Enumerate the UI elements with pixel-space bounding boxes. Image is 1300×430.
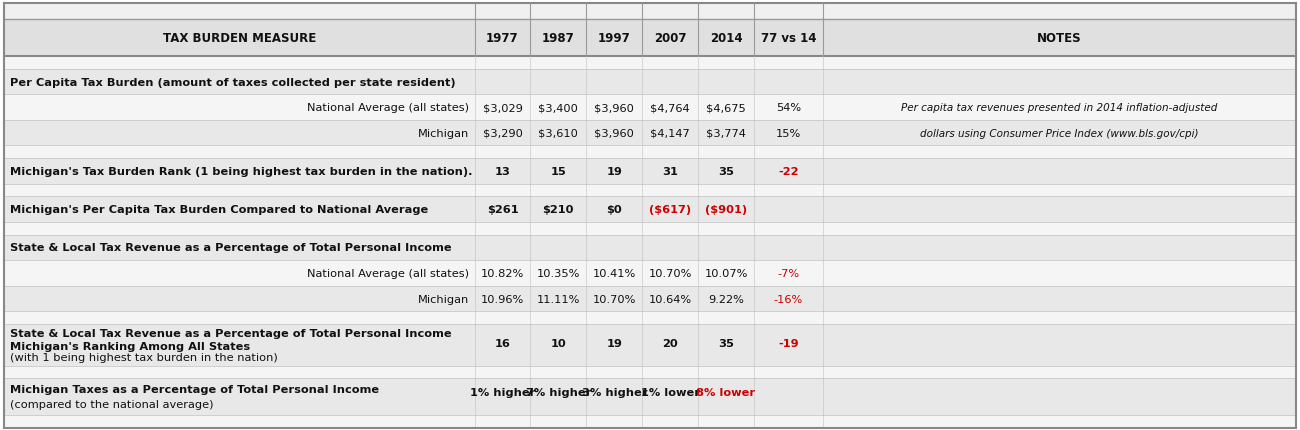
Bar	[4, 222, 1296, 235]
Text: $3,960: $3,960	[594, 128, 634, 138]
Text: 1% higher: 1% higher	[469, 387, 536, 397]
Text: State & Local Tax Revenue as a Percentage of Total Personal Income: State & Local Tax Revenue as a Percentag…	[10, 329, 456, 338]
Text: $4,675: $4,675	[706, 103, 746, 113]
Text: 77 vs 14: 77 vs 14	[760, 32, 816, 45]
Text: National Average (all states): National Average (all states)	[307, 103, 469, 113]
Text: 10.70%: 10.70%	[649, 268, 692, 278]
Text: 10.96%: 10.96%	[481, 294, 524, 304]
Bar	[4, 415, 1296, 428]
Text: 10.82%: 10.82%	[481, 268, 524, 278]
Text: 7% higher: 7% higher	[525, 387, 592, 397]
Bar	[4, 57, 1296, 70]
Text: $3,290: $3,290	[482, 128, 523, 138]
Bar	[4, 366, 1296, 378]
Text: 31: 31	[662, 166, 679, 176]
Text: NOTES: NOTES	[1037, 32, 1082, 45]
Text: 1977: 1977	[486, 32, 519, 45]
Text: 3% higher: 3% higher	[581, 387, 647, 397]
Text: 20: 20	[662, 338, 679, 348]
Text: -19: -19	[779, 338, 798, 348]
Text: dollars using Consumer Price Index (www.bls.gov/cpi): dollars using Consumer Price Index (www.…	[920, 128, 1199, 138]
Bar	[4, 120, 1296, 146]
Text: State & Local Tax Revenue as a Percentage of Total Personal Income: State & Local Tax Revenue as a Percentag…	[10, 243, 452, 253]
Text: 2007: 2007	[654, 32, 686, 45]
Text: 13: 13	[494, 166, 511, 176]
Text: TAX BURDEN MEASURE: TAX BURDEN MEASURE	[162, 32, 316, 45]
Text: -22: -22	[779, 166, 798, 176]
Bar	[4, 235, 1296, 261]
Text: 54%: 54%	[776, 103, 801, 113]
Text: $3,960: $3,960	[594, 103, 634, 113]
Bar	[4, 159, 1296, 184]
Text: ($617): ($617)	[649, 205, 692, 215]
Text: (with 1 being highest tax burden in the nation): (with 1 being highest tax burden in the …	[10, 353, 278, 362]
Text: Per capita tax revenues presented in 2014 inflation-adjusted: Per capita tax revenues presented in 201…	[901, 103, 1218, 113]
Text: 1997: 1997	[598, 32, 630, 45]
Text: $3,400: $3,400	[538, 103, 578, 113]
Text: Per Capita Tax Burden (amount of taxes collected per state resident): Per Capita Tax Burden (amount of taxes c…	[10, 77, 456, 87]
Text: Michigan: Michigan	[419, 294, 469, 304]
Text: 19: 19	[606, 166, 623, 176]
Text: 8% lower: 8% lower	[697, 387, 755, 397]
Text: 10.70%: 10.70%	[593, 294, 636, 304]
Text: 15%: 15%	[776, 128, 801, 138]
Text: 10: 10	[550, 338, 567, 348]
Bar	[4, 20, 1296, 57]
Text: 2014: 2014	[710, 32, 742, 45]
Text: Michigan's Per Capita Tax Burden Compared to National Average: Michigan's Per Capita Tax Burden Compare…	[10, 205, 429, 215]
Text: 9.22%: 9.22%	[708, 294, 744, 304]
Text: $3,029: $3,029	[482, 103, 523, 113]
Text: Michigan Taxes as a Percentage of Total Personal Income: Michigan Taxes as a Percentage of Total …	[10, 384, 380, 394]
Text: $210: $210	[542, 205, 575, 215]
Text: 35: 35	[718, 338, 734, 348]
Bar	[4, 324, 1296, 366]
Text: 11.11%: 11.11%	[537, 294, 580, 304]
Text: $4,764: $4,764	[650, 103, 690, 113]
Text: Michigan's Ranking Among All States: Michigan's Ranking Among All States	[10, 341, 251, 351]
Bar	[4, 197, 1296, 222]
Bar	[4, 312, 1296, 324]
Bar	[4, 146, 1296, 159]
Bar	[4, 286, 1296, 312]
Text: 1987: 1987	[542, 32, 575, 45]
Bar	[4, 378, 1296, 415]
Text: 10.07%: 10.07%	[705, 268, 747, 278]
Text: 35: 35	[718, 166, 734, 176]
Text: 10.41%: 10.41%	[593, 268, 636, 278]
Text: $261: $261	[486, 205, 519, 215]
Text: -16%: -16%	[774, 294, 803, 304]
Text: 10.35%: 10.35%	[537, 268, 580, 278]
Text: 10.64%: 10.64%	[649, 294, 692, 304]
Text: -7%: -7%	[777, 268, 800, 278]
Text: 16: 16	[494, 338, 511, 348]
Text: $3,610: $3,610	[538, 128, 578, 138]
Bar	[4, 70, 1296, 95]
Text: $3,774: $3,774	[706, 128, 746, 138]
Text: $0: $0	[606, 205, 623, 215]
Bar	[4, 184, 1296, 197]
Text: Michigan's Tax Burden Rank (1 being highest tax burden in the nation).: Michigan's Tax Burden Rank (1 being high…	[10, 166, 473, 176]
Bar	[4, 4, 1296, 20]
Bar	[4, 261, 1296, 286]
Text: ($901): ($901)	[705, 205, 747, 215]
Text: (compared to the national average): (compared to the national average)	[10, 399, 214, 409]
Text: 19: 19	[606, 338, 623, 348]
Text: $4,147: $4,147	[650, 128, 690, 138]
Text: 15: 15	[550, 166, 567, 176]
Text: National Average (all states): National Average (all states)	[307, 268, 469, 278]
Bar	[4, 95, 1296, 120]
Text: 1% lower: 1% lower	[641, 387, 699, 397]
Text: Michigan: Michigan	[419, 128, 469, 138]
